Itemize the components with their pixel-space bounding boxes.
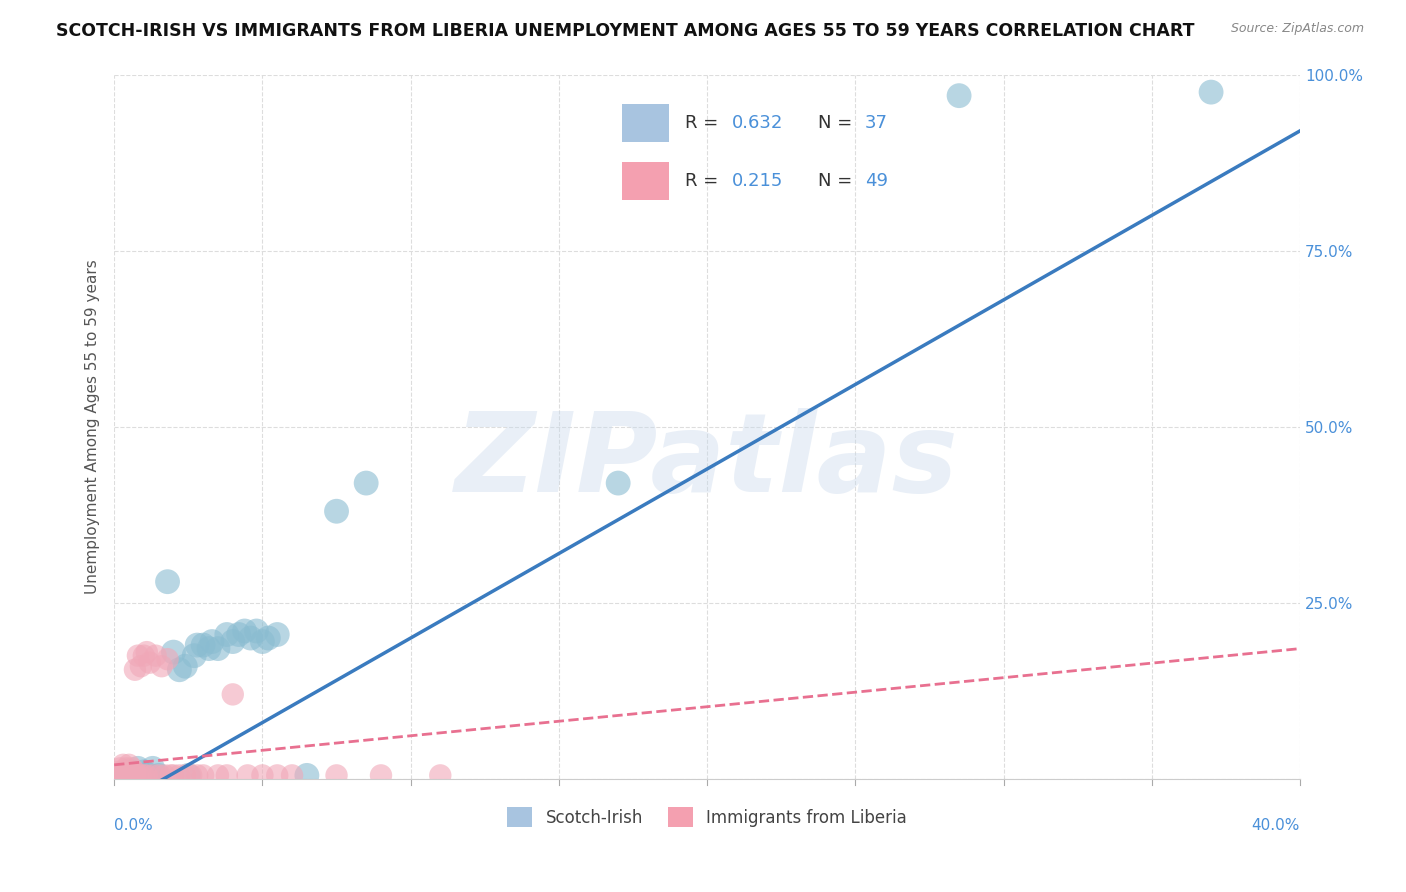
Point xyxy=(201,634,224,648)
Point xyxy=(118,764,141,779)
Point xyxy=(252,634,274,648)
Point xyxy=(266,768,288,782)
Point xyxy=(156,652,179,666)
Point xyxy=(1199,85,1222,99)
Text: 40.0%: 40.0% xyxy=(1251,818,1301,832)
Text: Source: ZipAtlas.com: Source: ZipAtlas.com xyxy=(1230,22,1364,36)
Point xyxy=(169,768,191,782)
Point xyxy=(135,645,157,659)
Point xyxy=(354,476,377,491)
Point xyxy=(112,764,135,779)
Point xyxy=(150,659,173,673)
Point xyxy=(124,768,146,782)
Point xyxy=(233,624,256,638)
Point xyxy=(191,768,214,782)
Point xyxy=(177,768,200,782)
Point xyxy=(127,761,149,775)
Point xyxy=(198,641,221,656)
Point xyxy=(127,768,149,782)
Point xyxy=(135,768,157,782)
Point xyxy=(129,768,152,782)
Point xyxy=(112,757,135,772)
Point xyxy=(174,768,197,782)
Point xyxy=(257,631,280,645)
Point xyxy=(142,768,165,782)
Point xyxy=(174,659,197,673)
Point xyxy=(105,764,128,779)
Point xyxy=(124,768,146,782)
Point xyxy=(295,768,318,782)
Point xyxy=(191,638,214,652)
Point xyxy=(239,631,262,645)
Point xyxy=(222,634,245,648)
Point xyxy=(148,768,170,782)
Point xyxy=(325,504,347,518)
Point xyxy=(607,476,630,491)
Point xyxy=(222,687,245,701)
Point xyxy=(429,768,451,782)
Point xyxy=(215,768,238,782)
Point xyxy=(118,757,141,772)
Point xyxy=(108,761,131,775)
Legend: Scotch-Irish, Immigrants from Liberia: Scotch-Irish, Immigrants from Liberia xyxy=(501,800,914,834)
Point xyxy=(228,627,250,641)
Point xyxy=(207,768,229,782)
Point xyxy=(215,627,238,641)
Point xyxy=(180,768,202,782)
Point xyxy=(129,768,152,782)
Point xyxy=(162,768,184,782)
Point xyxy=(132,768,155,782)
Point xyxy=(112,768,135,782)
Point xyxy=(124,764,146,779)
Point xyxy=(121,768,143,782)
Point xyxy=(129,659,152,673)
Point xyxy=(139,656,162,670)
Point xyxy=(139,768,162,782)
Point xyxy=(118,768,141,782)
Point xyxy=(115,761,138,775)
Point xyxy=(370,768,392,782)
Point xyxy=(121,761,143,775)
Point xyxy=(252,768,274,782)
Point xyxy=(183,648,205,663)
Point xyxy=(142,761,165,775)
Point xyxy=(162,645,184,659)
Point xyxy=(132,764,155,779)
Point xyxy=(325,768,347,782)
Point xyxy=(148,768,170,782)
Point xyxy=(159,768,181,782)
Point xyxy=(186,638,208,652)
Point xyxy=(236,768,259,782)
Point xyxy=(127,648,149,663)
Point xyxy=(245,624,267,638)
Point xyxy=(186,768,208,782)
Point xyxy=(115,768,138,782)
Point xyxy=(115,764,138,779)
Point xyxy=(281,768,304,782)
Point xyxy=(153,768,176,782)
Point xyxy=(156,574,179,589)
Point xyxy=(132,648,155,663)
Point xyxy=(112,768,135,782)
Y-axis label: Unemployment Among Ages 55 to 59 years: Unemployment Among Ages 55 to 59 years xyxy=(86,260,100,594)
Point xyxy=(118,768,141,782)
Point xyxy=(108,768,131,782)
Point xyxy=(948,88,970,103)
Point xyxy=(124,663,146,677)
Point xyxy=(207,641,229,656)
Point xyxy=(105,768,128,782)
Point xyxy=(145,648,167,663)
Point xyxy=(169,663,191,677)
Text: ZIPatlas: ZIPatlas xyxy=(456,409,959,516)
Point xyxy=(121,764,143,779)
Text: SCOTCH-IRISH VS IMMIGRANTS FROM LIBERIA UNEMPLOYMENT AMONG AGES 55 TO 59 YEARS C: SCOTCH-IRISH VS IMMIGRANTS FROM LIBERIA … xyxy=(56,22,1195,40)
Point xyxy=(266,627,288,641)
Text: 0.0%: 0.0% xyxy=(114,818,153,832)
